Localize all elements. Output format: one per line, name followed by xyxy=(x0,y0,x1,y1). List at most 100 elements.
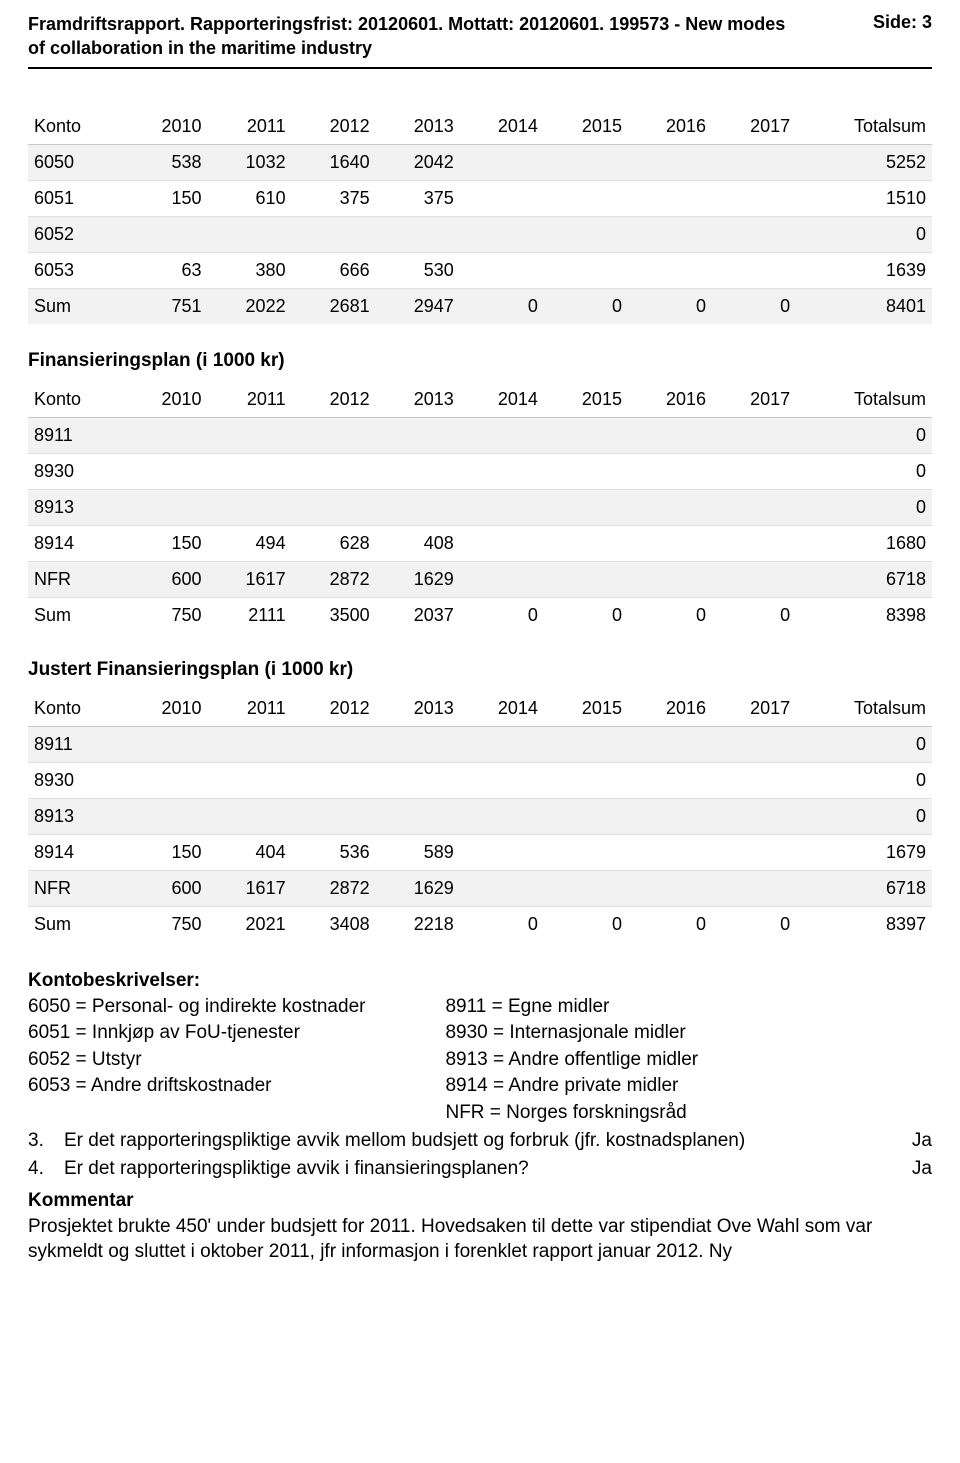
column-header: 2015 xyxy=(544,691,628,727)
cell-value xyxy=(376,726,460,762)
cell-value: 0 xyxy=(460,288,544,324)
kommentar-text: Prosjektet brukte 450' under budsjett fo… xyxy=(28,1214,932,1265)
cell-value: 536 xyxy=(292,834,376,870)
cell-value: 8398 xyxy=(796,597,932,633)
cell-value: 1680 xyxy=(796,525,932,561)
question-text: Er det rapporteringspliktige avvik i fin… xyxy=(64,1155,892,1184)
question-answer: Ja xyxy=(892,1155,932,1184)
cell-value xyxy=(376,489,460,525)
cell-value: 2947 xyxy=(376,288,460,324)
cell-value xyxy=(460,216,544,252)
cell-value xyxy=(544,252,628,288)
kontobeskrivelse-item: NFR = Norges forskningsråd xyxy=(445,1100,698,1127)
column-header: 2014 xyxy=(460,691,544,727)
cell-value xyxy=(123,489,207,525)
cell-value xyxy=(628,252,712,288)
column-header: 2012 xyxy=(292,109,376,145)
row-label: 8914 xyxy=(28,834,123,870)
costs-table: Konto20102011201220132014201520162017Tot… xyxy=(28,109,932,324)
column-header: 2013 xyxy=(376,691,460,727)
cell-value xyxy=(460,561,544,597)
cell-value xyxy=(628,561,712,597)
table-row: Sum75021113500203700008398 xyxy=(28,597,932,633)
column-header: Totalsum xyxy=(796,382,932,418)
cell-value xyxy=(208,762,292,798)
cell-value xyxy=(208,453,292,489)
question-row: 3.Er det rapporteringspliktige avvik mel… xyxy=(28,1127,932,1156)
table-row: 89110 xyxy=(28,417,932,453)
cell-value xyxy=(123,216,207,252)
kontobeskrivelse-item: 8930 = Internasjonale midler xyxy=(445,1020,698,1047)
column-header: 2012 xyxy=(292,691,376,727)
cell-value: 404 xyxy=(208,834,292,870)
cell-value: 0 xyxy=(628,906,712,942)
cell-value xyxy=(712,180,796,216)
row-label: NFR xyxy=(28,870,123,906)
column-header: 2010 xyxy=(123,691,207,727)
cell-value xyxy=(544,726,628,762)
cell-value xyxy=(544,870,628,906)
cell-value xyxy=(628,870,712,906)
cell-value: 2111 xyxy=(208,597,292,633)
kontobeskrivelse-item: 8913 = Andre offentlige midler xyxy=(445,1047,698,1074)
cell-value: 0 xyxy=(460,906,544,942)
cell-value: 610 xyxy=(208,180,292,216)
cell-value xyxy=(208,489,292,525)
cell-value: 6718 xyxy=(796,870,932,906)
cell-value xyxy=(292,489,376,525)
cell-value: 0 xyxy=(460,597,544,633)
cell-value: 0 xyxy=(544,288,628,324)
cell-value xyxy=(712,870,796,906)
cell-value xyxy=(292,417,376,453)
page-number: Side: 3 xyxy=(873,12,932,33)
cell-value xyxy=(628,834,712,870)
page-title: Framdriftsrapport. Rapporteringsfrist: 2… xyxy=(28,12,788,61)
column-header: 2016 xyxy=(628,691,712,727)
column-header: 2015 xyxy=(544,382,628,418)
cell-value: 0 xyxy=(796,216,932,252)
cell-value xyxy=(544,216,628,252)
cell-value xyxy=(376,762,460,798)
cell-value: 0 xyxy=(628,288,712,324)
kontobeskrivelse-item: 8911 = Egne midler xyxy=(445,994,698,1021)
cell-value: 628 xyxy=(292,525,376,561)
cell-value xyxy=(712,762,796,798)
cell-value xyxy=(292,726,376,762)
column-header: 2010 xyxy=(123,109,207,145)
kontobeskrivelse-item: 6050 = Personal- og indirekte kostnader xyxy=(28,994,365,1021)
table-row: 89141504045365891679 xyxy=(28,834,932,870)
cell-value: 3408 xyxy=(292,906,376,942)
cell-value xyxy=(544,453,628,489)
cell-value: 1617 xyxy=(208,561,292,597)
column-header: 2014 xyxy=(460,382,544,418)
cell-value xyxy=(123,726,207,762)
column-header: 2011 xyxy=(208,109,292,145)
question-number: 3. xyxy=(28,1127,64,1156)
cell-value: 1617 xyxy=(208,870,292,906)
question-number: 4. xyxy=(28,1155,64,1184)
cell-value: 2681 xyxy=(292,288,376,324)
cell-value: 0 xyxy=(544,597,628,633)
cell-value: 751 xyxy=(123,288,207,324)
column-header: 2017 xyxy=(712,109,796,145)
kontobeskrivelser-left: 6050 = Personal- og indirekte kostnader6… xyxy=(28,994,365,1127)
table-row: 89130 xyxy=(28,489,932,525)
kontobeskrivelse-item: 6051 = Innkjøp av FoU-tjenester xyxy=(28,1020,365,1047)
cell-value: 0 xyxy=(796,762,932,798)
row-label: 8911 xyxy=(28,417,123,453)
column-header: 2011 xyxy=(208,382,292,418)
column-header: 2016 xyxy=(628,109,712,145)
cell-value xyxy=(712,453,796,489)
cell-value: 408 xyxy=(376,525,460,561)
cell-value: 494 xyxy=(208,525,292,561)
cell-value xyxy=(460,798,544,834)
column-header: Totalsum xyxy=(796,691,932,727)
kontobeskrivelser-columns: 6050 = Personal- og indirekte kostnader6… xyxy=(28,994,932,1127)
questions-block: 3.Er det rapporteringspliktige avvik mel… xyxy=(28,1127,932,1184)
row-label: 8930 xyxy=(28,453,123,489)
cell-value xyxy=(712,561,796,597)
cell-value: 2022 xyxy=(208,288,292,324)
kommentar-label: Kommentar xyxy=(28,1190,932,1212)
cell-value xyxy=(544,762,628,798)
table-row: 89300 xyxy=(28,453,932,489)
